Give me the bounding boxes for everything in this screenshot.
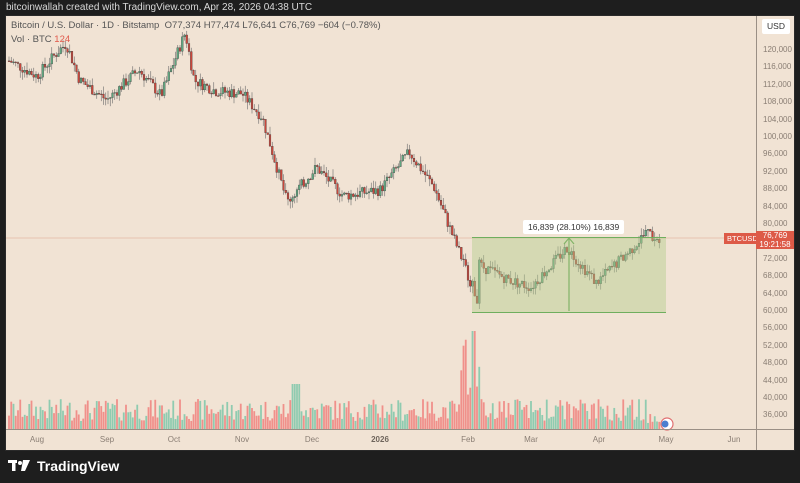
price-tick: 64,000	[763, 288, 788, 298]
price-tick: 60,000	[763, 306, 788, 315]
price-tick: 52,000	[763, 340, 788, 350]
us-flag-event-icon[interactable]	[660, 417, 674, 431]
chart-frame[interactable]: Bitcoin / U.S. Dollar · 1D · Bitstamp O7…	[5, 15, 795, 451]
price-tick: 96,000	[763, 149, 788, 159]
price-tick: 88,000	[763, 184, 788, 194]
chart-legend: Bitcoin / U.S. Dollar · 1D · Bitstamp O7…	[11, 20, 381, 45]
price-tick: 112,000	[763, 79, 792, 89]
currency-button[interactable]: USD	[762, 19, 790, 34]
price-tick: 56,000	[763, 323, 788, 333]
price-tick: 120,000	[763, 45, 792, 54]
time-tick: Oct	[167, 435, 181, 444]
brand-name: TradingView	[37, 458, 120, 474]
measure-label: 16,839 (28.10%) 16,839	[523, 220, 625, 234]
ohlc-values: O77,374 H77,474 L76,641 C76,769 −604 (−0…	[164, 20, 381, 31]
candlestick-chart[interactable]	[6, 16, 794, 450]
time-tick: Sep	[99, 435, 115, 444]
time-tick: Apr	[592, 435, 606, 444]
price-tick: 104,000	[763, 114, 792, 124]
price-tick: 92,000	[763, 166, 788, 176]
time-tick: Nov	[234, 435, 250, 444]
time-tick: Dec	[304, 435, 320, 444]
price-tick: 116,000	[763, 62, 792, 72]
price-range-measure[interactable]	[472, 237, 666, 313]
price-tick: 108,000	[763, 97, 792, 107]
price-tick: 84,000	[763, 201, 788, 211]
time-tick: Feb	[461, 435, 475, 444]
price-tick: 72,000	[763, 253, 788, 263]
price-tick: 44,000	[763, 375, 788, 385]
tradingview-logo-icon	[8, 460, 30, 471]
time-tick: Jun	[727, 435, 741, 444]
price-tick: 68,000	[763, 271, 788, 281]
symbol-price-tag: BTCUSD	[724, 233, 761, 244]
price-tick: 48,000	[763, 358, 788, 368]
last-price-tag: 76,769 19:21:58	[756, 231, 794, 249]
price-tick: 40,000	[763, 393, 788, 402]
price-tick: 100,000	[763, 132, 792, 141]
time-tick: Aug	[29, 435, 45, 444]
volume-label: Vol · BTC	[11, 34, 52, 45]
bar-countdown: 19:21:58	[759, 240, 791, 249]
tradingview-logo[interactable]: TradingView	[8, 458, 119, 474]
volume-value: 124	[54, 34, 71, 45]
price-tick: 80,000	[763, 219, 788, 228]
time-tick: 2026	[371, 435, 389, 444]
credit-line: bitcoinwallah created with TradingView.c…	[6, 2, 313, 13]
time-axis[interactable]	[6, 429, 794, 451]
last-price: 76,769	[762, 231, 788, 240]
time-tick: Mar	[524, 435, 538, 444]
price-tick: 36,000	[763, 410, 788, 420]
time-tick: May	[658, 435, 674, 444]
symbol-title: Bitcoin / U.S. Dollar · 1D · Bitstamp	[11, 20, 160, 31]
